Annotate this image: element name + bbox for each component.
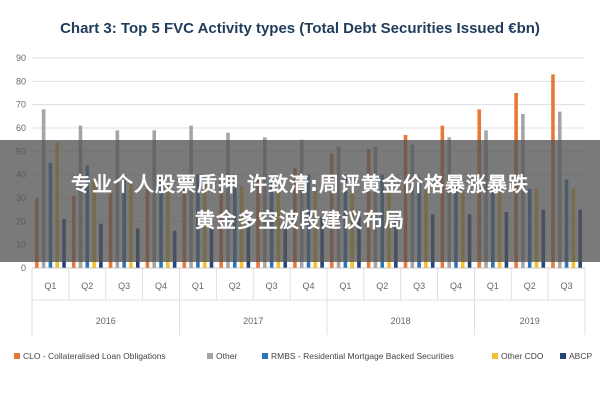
x-tick-label: Q1 (339, 281, 351, 291)
y-tick-label: 0 (21, 263, 26, 273)
overlay-banner: 专业个人股票质押 许致清:周评黄金价格暴涨暴跌 黄金多空波段建议布局 (0, 140, 600, 262)
overlay-headline-line-1: 专业个人股票质押 许致清:周评黄金价格暴涨暴跌 (71, 172, 529, 196)
x-group-label: 2017 (243, 316, 263, 326)
x-tick-label: Q3 (266, 281, 278, 291)
y-tick-label: 60 (16, 123, 26, 133)
legend-swatch (262, 353, 268, 359)
legend-swatch (560, 353, 566, 359)
x-tick-label: Q2 (524, 281, 536, 291)
x-tick-label: Q4 (155, 281, 167, 291)
legend-label: Other (216, 351, 237, 361)
x-group-label: 2019 (520, 316, 540, 326)
x-tick-label: Q2 (376, 281, 388, 291)
y-tick-label: 70 (16, 100, 26, 110)
chart-title: Chart 3: Top 5 FVC Activity types (Total… (60, 20, 540, 37)
legend-label: ABCP (569, 351, 592, 361)
legend-label: RMBS - Residential Mortgage Backed Secur… (271, 351, 454, 361)
x-tick-label: Q3 (118, 281, 130, 291)
x-tick-label: Q1 (192, 281, 204, 291)
x-tick-label: Q3 (561, 281, 573, 291)
legend-swatch (14, 353, 20, 359)
legend-label: CLO - Collateralised Loan Obligations (23, 351, 166, 361)
x-group-label: 2018 (391, 316, 411, 326)
legend: CLO - Collateralised Loan Obligations Oth… (14, 351, 592, 361)
legend-swatch (492, 353, 498, 359)
x-tick-label: Q1 (44, 281, 56, 291)
x-tick-label: Q4 (302, 281, 314, 291)
y-tick-label: 80 (16, 76, 26, 86)
x-tick-label: Q1 (487, 281, 499, 291)
legend-label: Other CDO (501, 351, 544, 361)
x-tick-label: Q3 (413, 281, 425, 291)
x-axis: Q1 Q2 Q3 Q4 Q1 Q2 Q3 Q4 Q1 Q2 Q3 Q4 Q1 Q2 Q3 2016 2017 20… (31, 267, 586, 335)
x-group-label: 2016 (96, 316, 116, 326)
x-tick-label: Q2 (81, 281, 93, 291)
x-tick-label: Q4 (450, 281, 462, 291)
y-tick-label: 90 (16, 53, 26, 63)
overlay-headline-line-2: 黄金多空波段建议布局 (195, 208, 405, 232)
legend-swatch (207, 353, 213, 359)
x-tick-label: Q2 (229, 281, 241, 291)
